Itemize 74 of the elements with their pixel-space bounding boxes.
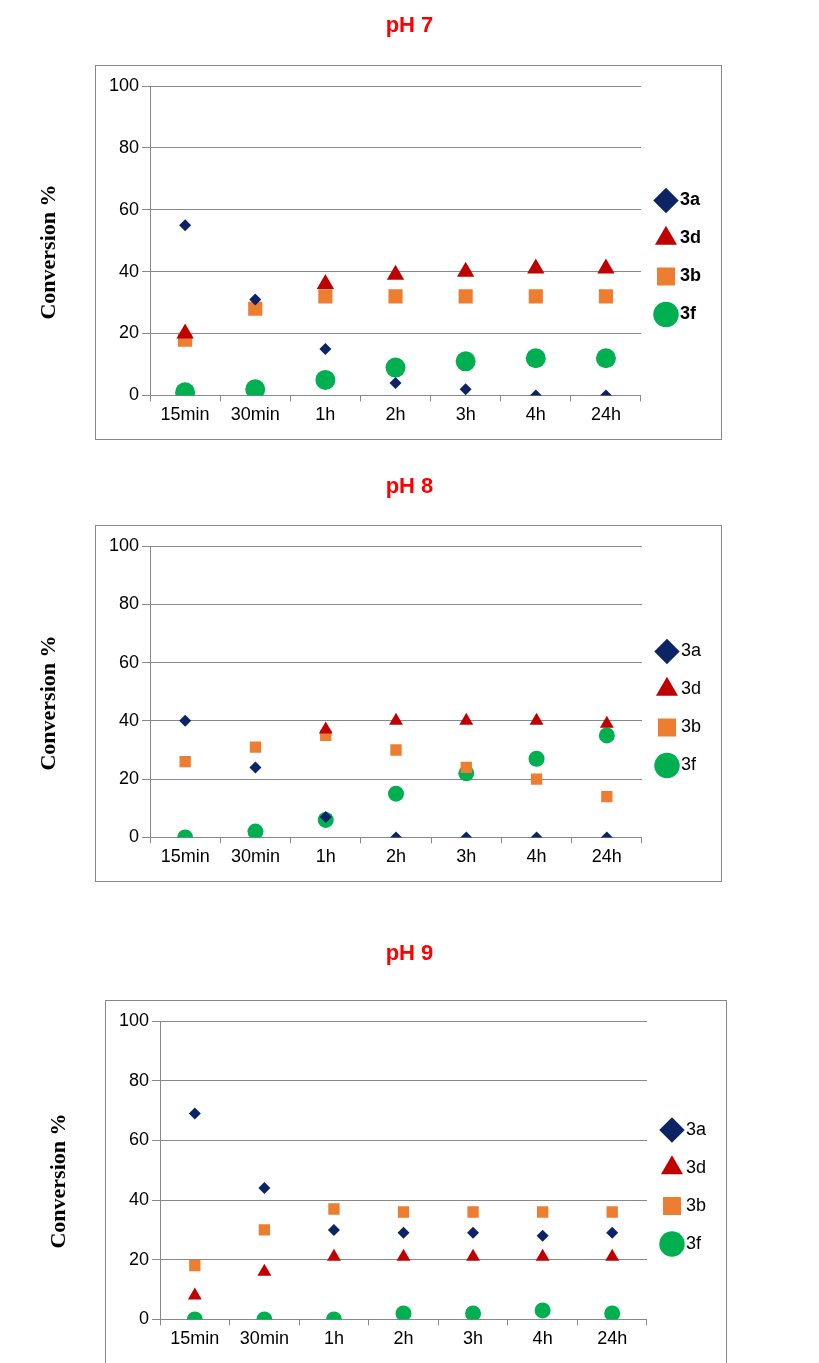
point — [525, 348, 546, 369]
y-tick-label: 20 — [129, 1248, 150, 1269]
chart-title: pH 7 — [384, 12, 435, 38]
point — [458, 289, 473, 304]
point — [388, 289, 403, 304]
x-tick-label: 4h — [526, 846, 547, 867]
point — [318, 289, 333, 304]
y-tick-label: 40 — [129, 1189, 150, 1210]
y-tick-label: 60 — [129, 1129, 150, 1150]
x-tick-label: 2h — [393, 1328, 414, 1349]
point — [385, 357, 406, 378]
y-tick-label: 0 — [129, 384, 140, 405]
y-tick-label: 80 — [119, 136, 140, 157]
point — [319, 342, 332, 355]
y-tick-label: 100 — [108, 74, 140, 95]
point — [315, 369, 336, 390]
y-tick-label: 40 — [119, 709, 140, 730]
legend-label: 3a — [685, 1118, 707, 1139]
y-tick-label: 80 — [119, 593, 140, 614]
legend-label: 3d — [685, 1156, 707, 1177]
chart-title: pH 8 — [384, 473, 435, 499]
y-tick-label: 100 — [108, 534, 140, 555]
point — [459, 383, 472, 396]
point — [179, 219, 192, 232]
legend-label: 3a — [679, 189, 701, 210]
point — [248, 301, 263, 316]
chart-title: pH 9 — [384, 940, 435, 966]
x-tick-label: 30min — [230, 846, 280, 867]
point — [249, 293, 262, 306]
x-tick-label: 1h — [323, 1328, 344, 1349]
point — [455, 351, 476, 372]
x-tick-label: 2h — [385, 846, 407, 867]
point — [389, 377, 402, 390]
y-tick-label: 20 — [119, 768, 140, 789]
point — [595, 348, 616, 369]
legend-label: 3b — [679, 265, 702, 286]
legend-label: 3b — [685, 1194, 707, 1215]
y-tick-label: 60 — [119, 651, 140, 672]
y-tick-label: 0 — [139, 1308, 150, 1329]
x-tick-label: 3h — [463, 1328, 484, 1349]
x-tick-label: 3h — [456, 846, 477, 867]
x-tick-label: 30min — [230, 404, 280, 425]
legend-label: 3f — [685, 1232, 702, 1253]
x-tick-label: 15min — [160, 404, 210, 425]
point — [598, 289, 613, 304]
y-tick-label: 20 — [119, 322, 140, 343]
x-tick-label: 15min — [160, 846, 210, 867]
point — [528, 289, 543, 304]
x-tick-label: 2h — [385, 404, 406, 425]
y-axis-title: Conversion % — [35, 633, 61, 773]
x-tick-label: 24h — [591, 846, 622, 867]
legend-label: 3d — [679, 227, 702, 248]
x-tick-label: 30min — [239, 1328, 289, 1349]
legend-label: 3d — [680, 678, 702, 699]
y-tick-label: 100 — [118, 1009, 150, 1030]
y-tick-label: 40 — [119, 260, 140, 281]
legend-label: 3a — [680, 640, 702, 661]
x-tick-label: 1h — [315, 846, 336, 867]
x-tick-label: 24h — [590, 404, 621, 425]
y-tick-label: 0 — [129, 826, 140, 847]
y-tick-label: 60 — [119, 198, 140, 219]
x-tick-label: 3h — [455, 404, 476, 425]
legend-label: 3b — [680, 716, 702, 737]
x-tick-label: 4h — [532, 1328, 553, 1349]
point — [316, 274, 335, 290]
y-axis-title: Conversion % — [35, 182, 61, 322]
x-tick-label: 1h — [315, 404, 336, 425]
y-axis-title: Conversion % — [45, 1112, 71, 1251]
x-tick-label: 4h — [525, 404, 546, 425]
x-tick-label: 15min — [170, 1328, 220, 1349]
y-tick-label: 80 — [129, 1069, 150, 1090]
x-tick-label: 24h — [597, 1328, 628, 1349]
legend-label: 3f — [680, 754, 697, 775]
legend-label: 3f — [679, 303, 697, 324]
